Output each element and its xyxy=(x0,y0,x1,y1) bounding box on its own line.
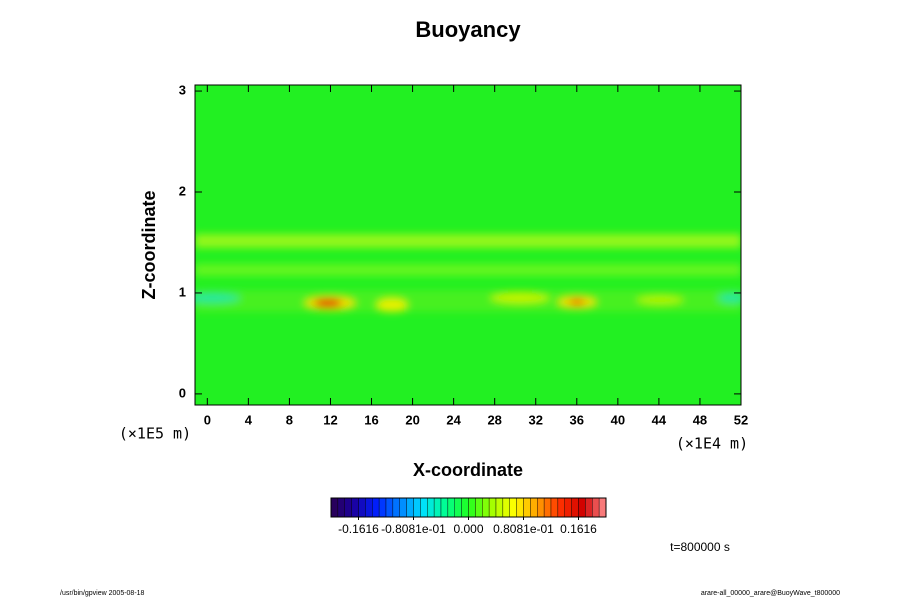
x-tick-label: 44 xyxy=(652,412,667,427)
colorbar-cell xyxy=(537,497,545,518)
y-tick-label: 0 xyxy=(179,385,186,400)
footer-left: /usr/bin/gpview 2005-08-18 xyxy=(60,590,145,597)
plot-frame xyxy=(194,84,742,406)
y-tick-label: 2 xyxy=(179,183,186,198)
colorbar-cell xyxy=(413,497,421,518)
x-unit: (×1E4 m) xyxy=(676,435,748,453)
colorbar-cell xyxy=(378,497,387,518)
colorbar-cell xyxy=(440,497,449,518)
colorbar-cell xyxy=(447,497,455,518)
chart-title: Buoyancy xyxy=(415,17,521,42)
colorbar-cell xyxy=(516,497,524,518)
colorbar-cell xyxy=(571,497,579,518)
x-axis-label: X-coordinate xyxy=(413,460,523,480)
colorbar-cell xyxy=(509,497,517,518)
footer-right: arare-all_00000_arare@BuoyWave_t800000 xyxy=(701,590,840,597)
colorbar-cell xyxy=(406,497,414,518)
x-tick-label: 12 xyxy=(323,412,337,427)
colorbar-cell xyxy=(557,497,565,518)
colorbar-cell xyxy=(475,497,483,518)
colorbar-cell xyxy=(420,497,428,518)
x-tick-label: 4 xyxy=(245,412,253,427)
colorbar-cell xyxy=(344,497,352,518)
colorbar-cell xyxy=(468,497,476,518)
x-tick-label: 52 xyxy=(734,412,748,427)
colorbar-cell xyxy=(488,497,497,518)
colorbar-tick-label: -0.8081e-01 xyxy=(381,522,446,536)
x-tick-label: 28 xyxy=(487,412,501,427)
colorbar-cell xyxy=(598,497,607,518)
colorbar-cell xyxy=(358,497,366,518)
colorbar-cell xyxy=(530,497,538,518)
colorbar-tick-label: 0.1616 xyxy=(560,522,597,536)
y-tick-label: 3 xyxy=(179,82,186,97)
colorbar-cell xyxy=(392,497,400,518)
colorbar-cell xyxy=(337,497,345,518)
y-unit: (×1E5 m) xyxy=(119,425,191,443)
colorbar-tick-label: 0.000 xyxy=(453,522,483,536)
y-tick-label: 1 xyxy=(179,284,186,299)
x-tick-label: 8 xyxy=(286,412,293,427)
colorbar-cell xyxy=(351,497,359,518)
x-tick-label: 36 xyxy=(570,412,584,427)
x-tick-label: 48 xyxy=(693,412,707,427)
x-tick-label: 32 xyxy=(529,412,543,427)
colorbar-cell xyxy=(330,497,339,518)
colorbar-cell xyxy=(543,497,552,518)
x-tick-label: 16 xyxy=(364,412,378,427)
colorbar-cell xyxy=(592,497,600,518)
colorbar-cell xyxy=(433,497,442,518)
y-axis-label: Z-coordinate xyxy=(139,190,159,299)
colorbar-cell xyxy=(454,497,462,518)
x-tick-label: 0 xyxy=(204,412,211,427)
x-tick-label: 20 xyxy=(405,412,419,427)
colorbar-cell xyxy=(372,497,380,518)
x-tick-label: 24 xyxy=(446,412,461,427)
colorbar-cell xyxy=(482,497,490,518)
x-tick-label: 40 xyxy=(611,412,625,427)
colorbar-cell xyxy=(585,497,593,518)
colorbar-cell xyxy=(502,497,510,518)
colorbar-cell xyxy=(385,497,394,518)
colorbar-cell xyxy=(578,497,586,518)
colorbar-cell xyxy=(550,497,559,518)
colorbar-tick-label: -0.1616 xyxy=(338,522,379,536)
colorbar-cell xyxy=(399,497,407,518)
colorbar-cell xyxy=(365,497,373,518)
time-label: t=800000 s xyxy=(670,540,730,554)
colorbar-cell xyxy=(461,497,469,518)
colorbar-cell xyxy=(495,497,504,518)
colorbar-cell xyxy=(427,497,435,518)
colorbar-cell xyxy=(564,497,572,518)
colorbar-cell xyxy=(523,497,531,518)
colorbar-tick-label: 0.8081e-01 xyxy=(493,522,554,536)
field xyxy=(195,85,741,405)
